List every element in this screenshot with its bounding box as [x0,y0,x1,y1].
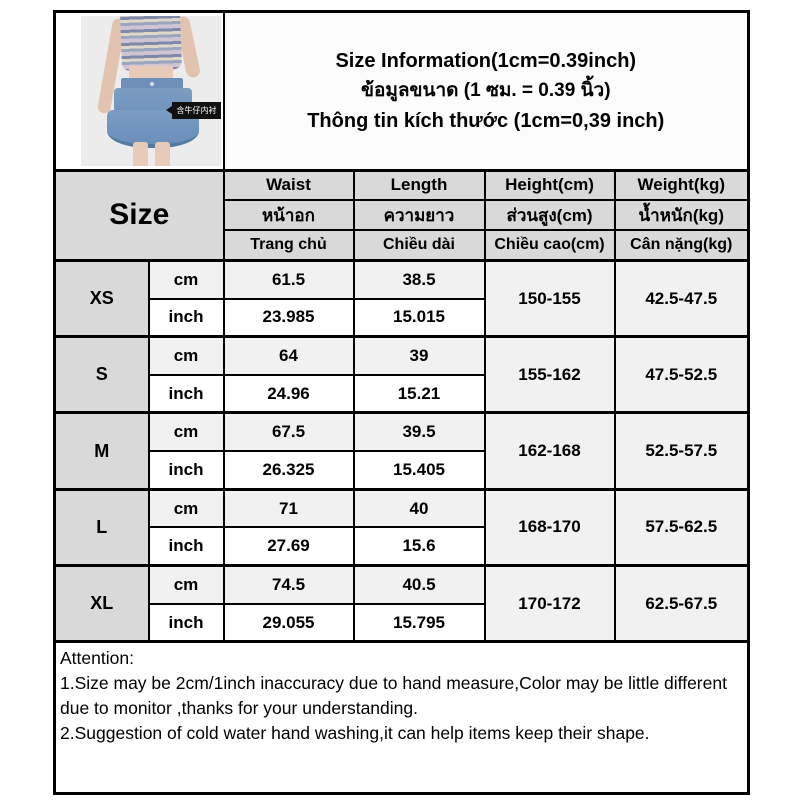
s-length-cm: 39 [352,335,486,376]
m-waist-cm: 67.5 [222,411,355,453]
xl-length-cm: 40.5 [352,564,486,605]
col-header-weight-en: Weight(kg) [613,168,750,202]
l-length-cm: 40 [352,487,486,529]
product-image-cell: 含牛仔内衬 [53,10,225,172]
xs-length-cm: 38.5 [352,258,486,300]
col-header-weight-vi: Cân nặng(kg) [613,229,750,262]
unit-label-cm: cm [147,335,225,376]
product-photo: 含牛仔内衬 [80,15,221,166]
size-label-l: L [53,487,150,567]
unit-label-inch: inch [147,526,225,567]
model-left-leg [132,141,148,166]
unit-label-cm: cm [147,411,225,453]
xs-waist-inch: 23.985 [222,297,355,338]
l-waist-cm: 71 [222,487,355,529]
unit-label-inch: inch [147,602,225,643]
title-vietnamese: Thông tin kích thước (1cm=0,39 inch) [307,109,665,132]
xl-waist-cm: 74.5 [222,564,355,605]
l-weight-range: 57.5-62.5 [613,487,750,567]
col-header-length-vi: Chiều dài [352,229,486,262]
size-label-xs: XS [53,258,150,338]
xl-height-range: 170-172 [483,564,616,643]
m-length-inch: 15.405 [352,450,486,491]
m-height-range: 162-168 [483,411,616,491]
product-tag-label: 含牛仔内衬 [165,101,221,119]
title-cell: Size Information(1cm=0.39inch) ข้อมูลขนา… [222,10,750,172]
m-weight-range: 52.5-57.5 [613,411,750,491]
col-header-weight-th: น้ำหนัก(kg) [613,199,750,232]
unit-label-cm: cm [147,258,225,300]
l-length-inch: 15.6 [352,526,486,567]
col-header-length-th: ความยาว [352,199,486,232]
s-length-inch: 15.21 [352,373,486,414]
xs-length-inch: 15.015 [352,297,486,338]
xs-weight-range: 42.5-47.5 [613,258,750,338]
unit-label-cm: cm [147,564,225,605]
unit-label-cm: cm [147,487,225,529]
size-label-m: M [53,411,150,491]
l-waist-inch: 27.69 [222,526,355,567]
title-english: Size Information(1cm=0.39inch) [335,50,637,73]
xl-weight-range: 62.5-67.5 [613,564,750,643]
size-chart-table: 含牛仔内衬 Size Information(1cm=0.39inch) ข้อ… [53,10,751,795]
attention-line-2: 2.Suggestion of cold water hand washing,… [60,722,650,743]
m-waist-inch: 26.325 [222,450,355,491]
attention-line-1: 1.Size may be 2cm/1inch inaccuracy due t… [60,673,727,719]
skirt-button [149,81,154,86]
title-thai: ข้อมูลขนาด (1 ซม. = 0.39 นิ้ว) [360,80,611,102]
xs-waist-cm: 61.5 [222,258,355,300]
l-height-range: 168-170 [483,487,616,567]
xl-waist-inch: 29.055 [222,602,355,643]
size-label-xl: XL [53,564,150,643]
col-header-height-vi: Chiều cao(cm) [483,229,616,262]
unit-label-inch: inch [147,373,225,414]
unit-label-inch: inch [147,450,225,491]
xl-length-inch: 15.795 [352,602,486,643]
xs-height-range: 150-155 [483,258,616,338]
s-waist-cm: 64 [222,335,355,376]
attention-note: Attention: 1.Size may be 2cm/1inch inacc… [53,640,750,795]
attention-heading: Attention: [60,648,134,669]
s-waist-inch: 24.96 [222,373,355,414]
col-header-waist-vi: Trang chủ [222,229,355,262]
unit-label-inch: inch [147,297,225,338]
model-right-leg [154,141,170,166]
s-weight-range: 47.5-52.5 [613,335,750,414]
col-header-waist-th: หน้าอก [222,199,355,232]
col-header-height-th: ส่วนสูง(cm) [483,199,616,232]
col-header-length-en: Length [352,168,486,202]
s-height-range: 155-162 [483,335,616,414]
striped-top [119,15,182,71]
col-header-waist-en: Waist [222,168,355,202]
m-length-cm: 39.5 [352,411,486,453]
size-header-cell: Size [53,168,225,262]
size-label-s: S [53,335,150,414]
col-header-height-en: Height(cm) [483,168,616,202]
